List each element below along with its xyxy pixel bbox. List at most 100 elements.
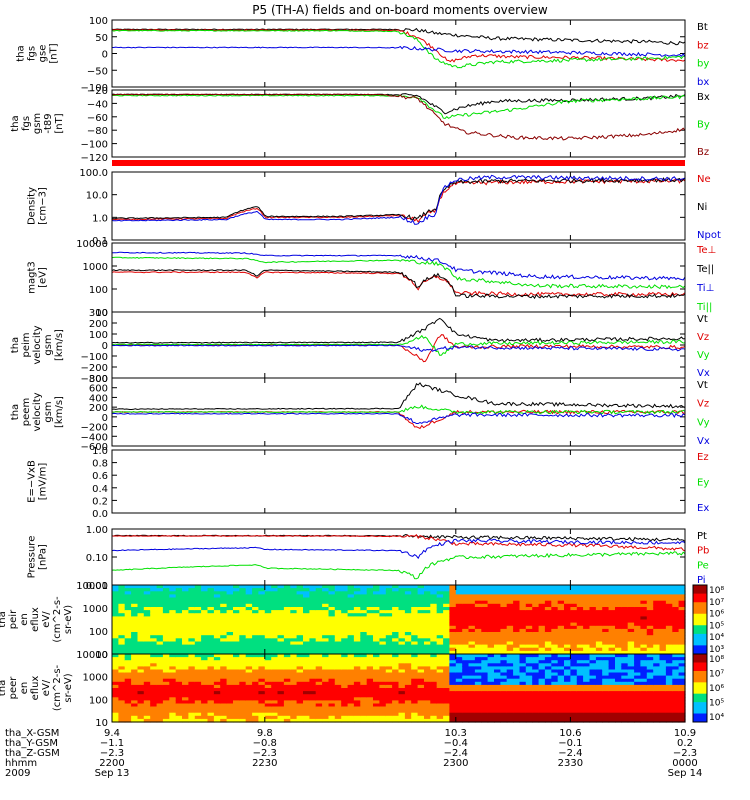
spectrogram-cell [627, 607, 635, 611]
spectrogram-cell [188, 697, 196, 701]
spectrogram-cell [233, 697, 240, 701]
spectrogram-cell [182, 700, 189, 705]
spectrogram-cell [615, 684, 622, 689]
spectrogram-cell [245, 616, 253, 621]
spectrogram-cell [436, 647, 444, 652]
spectrogram-cell [455, 715, 463, 720]
spectrogram-cell [347, 622, 355, 627]
spectrogram-cell [347, 597, 355, 602]
spectrogram-cell [417, 718, 425, 723]
spectrogram-cell [245, 632, 253, 636]
spectrogram-cell [474, 585, 482, 589]
spectrogram-cell [137, 628, 145, 633]
spectrogram-cell [182, 613, 189, 617]
spectrogram-cell [595, 622, 603, 627]
spectrogram-cell [124, 669, 132, 674]
ytick-label: 10.0 [86, 191, 108, 202]
spectrogram-cell [583, 694, 591, 698]
spectrogram-cell [404, 669, 412, 674]
spectrogram-cell [277, 613, 285, 617]
spectrogram-cell [175, 603, 183, 608]
spectrogram-cell [583, 619, 591, 624]
spectrogram-cell [532, 616, 540, 621]
spectrogram-cell [551, 672, 559, 677]
spectrogram-cell [303, 650, 310, 655]
spectrogram-cell [481, 712, 489, 717]
spectrogram-cell [417, 672, 425, 677]
spectrogram-cell [424, 715, 431, 720]
spectrogram-cell [653, 712, 661, 717]
spectrogram-cell [570, 657, 578, 661]
spectrogram-cell [309, 678, 317, 683]
spectrogram-cell [207, 585, 215, 589]
spectrogram-cell [143, 697, 151, 701]
spectrogram-cell [665, 625, 673, 630]
spectrogram-cell [385, 684, 393, 689]
ytick-label: 0 [102, 50, 108, 61]
spectrogram-cell [392, 666, 400, 671]
spectrogram-cell [303, 622, 310, 627]
spectrogram-cell [449, 635, 457, 639]
spectrogram-cell [513, 660, 521, 664]
spectrogram-cell [207, 657, 215, 661]
spectrogram-cell [360, 647, 368, 652]
spectrogram-cell [417, 613, 425, 617]
spectrogram-cell [621, 706, 629, 711]
spectrogram-cell [277, 638, 285, 642]
spectrogram-cell [182, 654, 189, 658]
spectrogram-cell [347, 610, 355, 614]
spectrogram-cell [672, 591, 680, 595]
spectrogram-cell [366, 625, 374, 630]
spectrogram-cell [252, 588, 260, 592]
spectrogram-cell [627, 641, 635, 646]
spectrogram-cell [672, 706, 680, 711]
spectrogram-cell [583, 610, 591, 614]
spectrogram-cell [398, 650, 406, 655]
panel-ylabel: tha [10, 337, 21, 353]
spectrogram-cell [462, 619, 470, 624]
spectrogram-cell [424, 628, 431, 633]
spectrogram-cell [328, 691, 336, 695]
spectrogram-cell [379, 638, 387, 642]
spectrogram-cell [602, 632, 610, 636]
spectrogram-cell [334, 691, 342, 695]
spectrogram-cell [487, 666, 495, 671]
spectrogram-cell [233, 672, 240, 677]
spectrogram-cell [207, 635, 215, 639]
spectrogram-cell [252, 647, 260, 652]
spectrogram-cell [602, 644, 610, 649]
spectrogram-cell [175, 675, 183, 680]
spectrogram-cell [551, 684, 559, 689]
spectrogram-cell [207, 718, 215, 723]
spectrogram-cell [519, 650, 527, 655]
spectrogram-cell [296, 600, 304, 605]
spectrogram-cell [156, 672, 164, 677]
spectrogram-cell [188, 718, 196, 723]
spectrogram-cell [424, 681, 431, 686]
spectrogram-cell [245, 691, 253, 695]
spectrogram-cell [194, 663, 202, 667]
spectrogram-cell [258, 718, 266, 723]
spectrogram-cell [360, 697, 368, 701]
spectrogram-cell [608, 688, 616, 692]
spectrogram-cell [551, 715, 559, 720]
spectrogram-cell [430, 663, 438, 667]
spectrogram-cell [634, 588, 642, 592]
spectrogram-cell [462, 594, 470, 599]
spectrogram-cell [252, 657, 260, 661]
legend-label: Ez [697, 452, 709, 463]
spectrogram-cell [353, 694, 361, 698]
colorbar-cell [693, 639, 707, 643]
spectrogram-cell [347, 666, 355, 671]
spectrogram-cell [322, 650, 330, 655]
spectrogram-cell [417, 641, 425, 646]
spectrogram-cell [576, 632, 584, 636]
spectrogram-cell [468, 619, 476, 624]
spectrogram-cell [188, 597, 196, 602]
spectrogram-cell [290, 635, 298, 639]
spectrogram-cell [608, 597, 616, 602]
spectrogram-cell [264, 628, 272, 633]
spectrogram-cell [436, 660, 444, 664]
spectrogram-cell [124, 666, 132, 671]
spectrogram-cell [213, 681, 221, 686]
